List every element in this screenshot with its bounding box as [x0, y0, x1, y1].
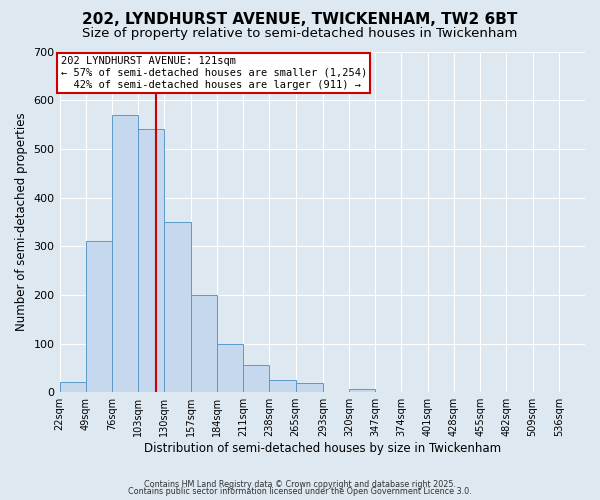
Bar: [243, 366, 269, 392]
Bar: [217, 344, 243, 392]
Bar: [112, 115, 138, 392]
Bar: [349, 389, 375, 392]
Text: 202, LYNDHURST AVENUE, TWICKENHAM, TW2 6BT: 202, LYNDHURST AVENUE, TWICKENHAM, TW2 6…: [82, 12, 518, 28]
Bar: [138, 130, 164, 392]
Text: 202 LYNDHURST AVENUE: 121sqm
← 57% of semi-detached houses are smaller (1,254)
 : 202 LYNDHURST AVENUE: 121sqm ← 57% of se…: [61, 56, 367, 90]
Text: Contains public sector information licensed under the Open Government Licence 3.: Contains public sector information licen…: [128, 488, 472, 496]
Bar: [296, 384, 323, 392]
Text: Size of property relative to semi-detached houses in Twickenham: Size of property relative to semi-detach…: [82, 28, 518, 40]
Bar: [86, 242, 112, 392]
Bar: [269, 380, 296, 392]
Y-axis label: Number of semi-detached properties: Number of semi-detached properties: [15, 112, 28, 331]
Bar: [164, 222, 191, 392]
X-axis label: Distribution of semi-detached houses by size in Twickenham: Distribution of semi-detached houses by …: [144, 442, 501, 455]
Bar: [191, 295, 217, 392]
Text: Contains HM Land Registry data © Crown copyright and database right 2025.: Contains HM Land Registry data © Crown c…: [144, 480, 456, 489]
Bar: [59, 382, 86, 392]
